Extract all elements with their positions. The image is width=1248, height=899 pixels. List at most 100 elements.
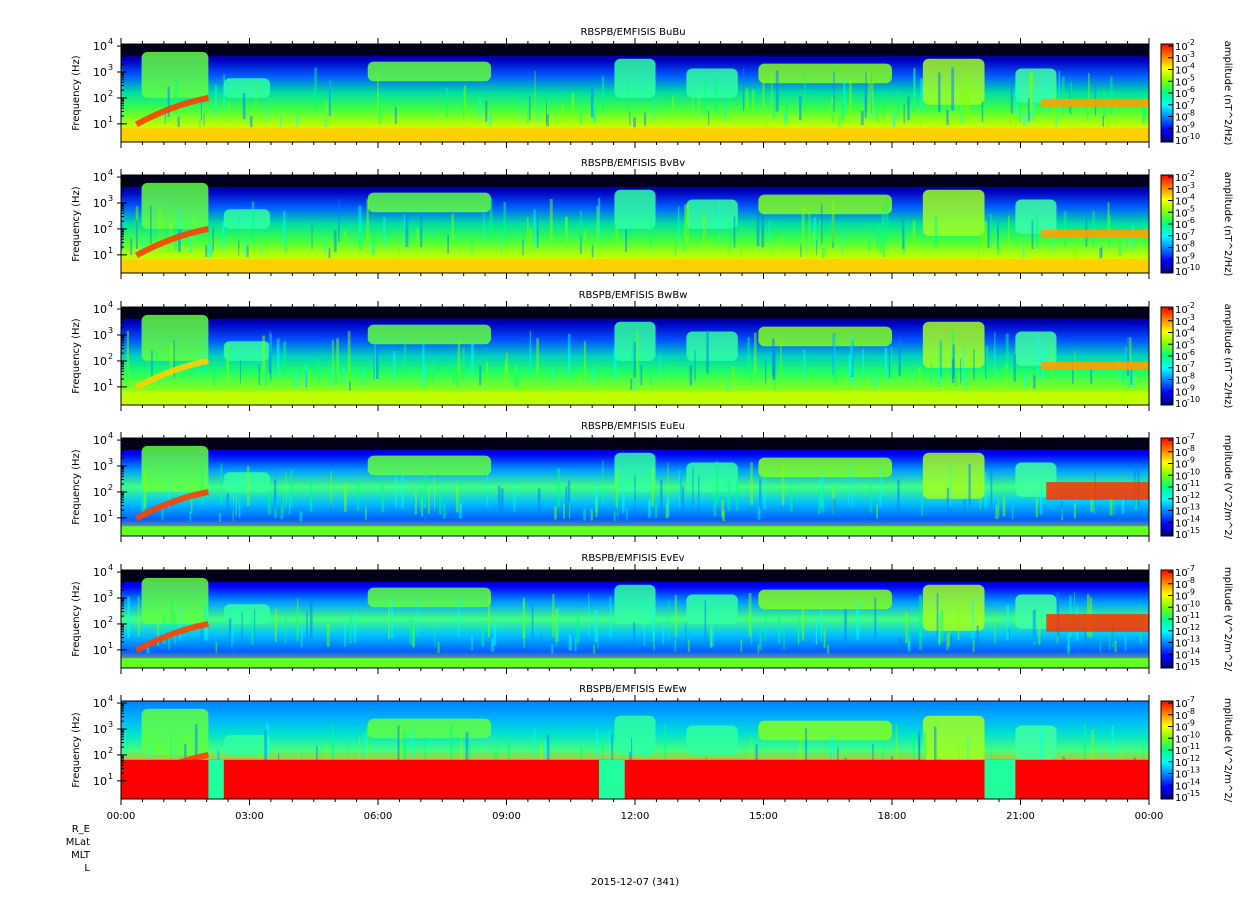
colorbar-tick-exponent: -14 <box>1187 777 1200 786</box>
colorbar-tick-exponent: -7 <box>1187 695 1195 704</box>
spectrogram-streak <box>434 626 436 648</box>
spectrogram-feature <box>614 58 656 98</box>
spectrogram-streak <box>326 623 330 647</box>
spectrogram-streak <box>282 490 285 515</box>
spectrogram-streak <box>394 107 397 124</box>
spectrogram-streak <box>629 112 631 126</box>
spectrogram-streak <box>280 116 282 127</box>
colorbar-tick-exponent: -9 <box>1187 719 1195 728</box>
spectrogram-streak <box>401 473 404 509</box>
spectrogram-streak <box>1145 107 1147 124</box>
colorbar-tick-exponent: -10 <box>1187 599 1200 608</box>
spectrogram-streak <box>414 491 417 515</box>
spectrogram-streak <box>981 101 984 122</box>
spectrogram-streak <box>553 506 557 520</box>
y-tick-exponent: 4 <box>108 694 113 703</box>
colorbar-tick-label: 10 <box>1175 615 1188 626</box>
spectrogram-feature <box>141 51 209 98</box>
spectrogram-streak <box>957 604 960 641</box>
spectrogram-streak <box>204 337 207 376</box>
y-tick-exponent: 1 <box>108 246 113 255</box>
spectrogram-streak <box>960 358 962 383</box>
spectrogram-streak <box>938 340 941 377</box>
colorbar-tick-exponent: -10 <box>1187 132 1200 141</box>
spectrogram-streak <box>727 240 730 256</box>
spectrogram-streak <box>785 96 788 121</box>
spectrogram-feature <box>367 324 492 345</box>
spectrogram-streak <box>1094 81 1097 116</box>
spectrogram-feature <box>686 725 738 755</box>
colorbar-tick-label: 10 <box>1175 580 1188 591</box>
spectrogram-streak <box>269 351 272 381</box>
spectrogram-streak <box>874 597 877 638</box>
spectrogram-streak <box>595 499 598 518</box>
spectrogram-streak <box>804 70 806 112</box>
y-tick-label: 10 <box>93 40 107 53</box>
colorbar-label: mplitude (V^2/m^2/ <box>1222 698 1233 803</box>
spectrogram-streak <box>1118 241 1122 257</box>
spectrogram-streak <box>546 114 549 127</box>
colorbar-tick-exponent: -7 <box>1187 360 1195 369</box>
spectrogram-streak <box>755 744 758 775</box>
spectrogram-streak <box>596 205 599 245</box>
y-tick-exponent: 2 <box>108 483 113 492</box>
spectrogram-streak <box>775 70 779 112</box>
colorbar-tick-label: 10 <box>1175 54 1188 65</box>
spectrogram-streak <box>912 220 916 249</box>
spectrogram-streak <box>790 482 793 512</box>
spectrogram-streak <box>521 100 523 122</box>
spectrogram-streak <box>343 368 346 387</box>
spectrogram-streak <box>636 331 639 374</box>
colorbar-tick-label: 10 <box>1175 89 1188 100</box>
spectrogram-streak <box>805 728 808 769</box>
spectrogram-streak <box>649 218 652 249</box>
y-tick-label: 10 <box>93 697 107 710</box>
spectrogram-streak <box>948 113 951 126</box>
spectrogram-streak <box>421 497 424 517</box>
y-tick-label: 10 <box>93 618 107 631</box>
spectrogram-streak <box>1052 94 1056 120</box>
colorbar-tick-label: 10 <box>1175 387 1188 398</box>
spectrogram-streak <box>583 509 586 521</box>
spectrogram-streak <box>594 610 598 643</box>
spectrogram-streak <box>962 345 965 379</box>
spectrogram-streak <box>643 112 647 126</box>
colorbar-tick-exponent: -4 <box>1187 62 1195 71</box>
spectrogram-streak <box>987 217 990 248</box>
spectrogram-streak <box>771 72 773 113</box>
spectrogram-streak <box>912 731 916 770</box>
spectrogram-streak <box>283 210 286 246</box>
spectrogram-feature <box>223 209 271 229</box>
spectrogram-streak <box>808 210 811 246</box>
spectrogram-streak <box>557 468 560 507</box>
spectrogram-feature <box>686 331 738 361</box>
spectrogram-streak <box>255 82 257 116</box>
spectrogram-streak <box>266 723 269 768</box>
colorbar-tick-label: 10 <box>1175 495 1188 506</box>
spectrogram-streak <box>164 106 166 124</box>
ephemeris-label: MLat <box>66 837 90 848</box>
spectrogram-streak <box>534 70 536 112</box>
colorbar-tick-exponent: -12 <box>1187 754 1200 763</box>
colorbar-tick-label: 10 <box>1175 592 1188 603</box>
spectrogram-streak <box>309 599 313 639</box>
spectrogram-streak <box>300 627 303 648</box>
spectrogram-streak <box>665 502 669 519</box>
x-tick-label: 15:00 <box>749 811 778 822</box>
colorbar-tick-label: 10 <box>1175 662 1188 673</box>
spectrogram-feature <box>758 720 892 741</box>
spectrogram-streak <box>613 511 616 522</box>
spectrogram-streak <box>555 609 558 642</box>
spectrogram-streak <box>816 617 818 645</box>
spectrogram-streak <box>137 595 140 638</box>
spectrogram-streak <box>622 486 625 513</box>
colorbar-tick-label: 10 <box>1175 185 1188 196</box>
spectrogram-streak <box>243 238 247 255</box>
spectrogram-streak <box>306 610 308 643</box>
spectrogram-streak <box>536 338 539 377</box>
colorbar-label: amplitude (nT^2/Hz) <box>1222 304 1233 409</box>
spectrogram-streak <box>1077 644 1080 654</box>
date-label: 2015-12-07 (341) <box>591 877 679 888</box>
spectrogram-streak <box>721 499 725 518</box>
spectrogram-streak <box>820 204 823 244</box>
